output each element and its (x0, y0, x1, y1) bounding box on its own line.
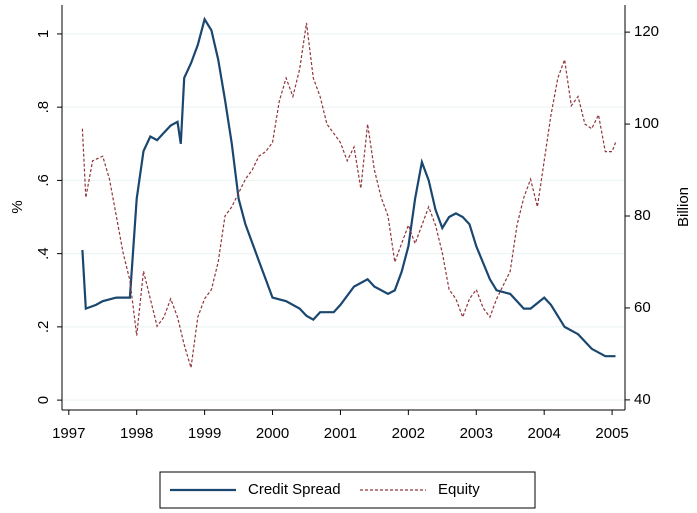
y2-tick-label: 40 (634, 391, 651, 408)
y2-tick-label: 80 (634, 207, 651, 224)
x-tick-label: 2002 (392, 425, 425, 442)
y-tick-label: .8 (35, 101, 52, 114)
x-tick-label: 2000 (256, 425, 289, 442)
legend-label: Equity (438, 481, 480, 498)
y-tick-label: 0 (35, 396, 52, 404)
legend-label: Credit Spread (248, 481, 341, 498)
x-tick-label: 2003 (460, 425, 493, 442)
plot-area (62, 5, 625, 410)
y2-tick-label: 120 (634, 23, 659, 40)
y2-tick-label: 100 (634, 115, 659, 132)
series-line (81, 16, 616, 358)
y-tick-label: .6 (35, 174, 52, 187)
y-tick-label: .2 (35, 321, 52, 334)
y-axis-title: % (9, 200, 26, 213)
y2-axis-title: Billion (675, 187, 692, 227)
x-tick-label: 1999 (188, 425, 221, 442)
y-tick-label: .4 (35, 247, 52, 260)
x-tick-label: 1997 (52, 425, 85, 442)
x-tick-label: 2001 (324, 425, 357, 442)
x-tick-label: 2004 (527, 425, 560, 442)
x-tick-label: 2005 (595, 425, 628, 442)
series-line (81, 22, 617, 368)
y-tick-label: 1 (35, 30, 52, 38)
y2-tick-label: 60 (634, 299, 651, 316)
x-tick-label: 1998 (120, 425, 153, 442)
